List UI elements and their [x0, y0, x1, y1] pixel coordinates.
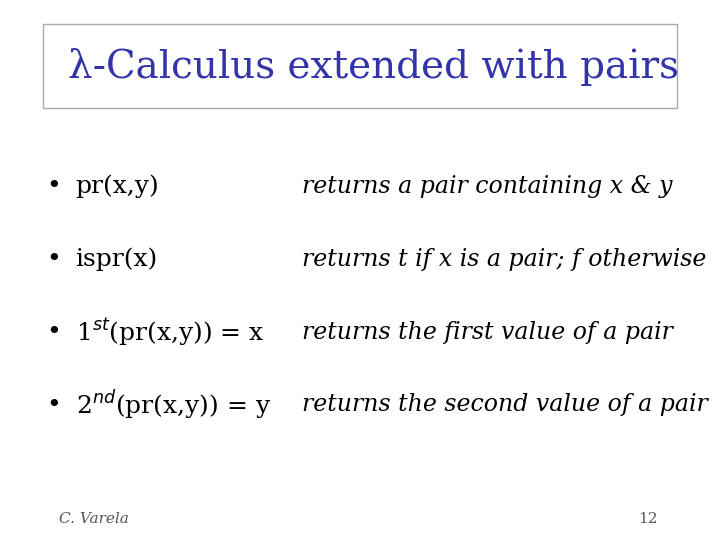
Text: returns a pair containing x & y: returns a pair containing x & y [302, 175, 673, 198]
Text: 1$^{st}$(pr(x,y)) = x: 1$^{st}$(pr(x,y)) = x [76, 316, 264, 348]
Text: ispr(x): ispr(x) [76, 247, 158, 271]
Text: returns the first value of a pair: returns the first value of a pair [302, 321, 673, 343]
Text: returns the second value of a pair: returns the second value of a pair [302, 394, 708, 416]
Text: returns t if x is a pair; f otherwise: returns t if x is a pair; f otherwise [302, 248, 707, 271]
Text: pr(x,y): pr(x,y) [76, 174, 159, 198]
Text: •: • [47, 321, 61, 343]
Text: •: • [47, 248, 61, 271]
FancyBboxPatch shape [43, 24, 677, 108]
Text: •: • [47, 175, 61, 198]
Text: •: • [47, 394, 61, 416]
Text: C. Varela: C. Varela [58, 512, 129, 526]
Text: λ-Calculus extended with pairs: λ-Calculus extended with pairs [68, 49, 680, 86]
Text: 2$^{nd}$(pr(x,y)) = y: 2$^{nd}$(pr(x,y)) = y [76, 388, 271, 422]
Text: 12: 12 [638, 512, 658, 526]
